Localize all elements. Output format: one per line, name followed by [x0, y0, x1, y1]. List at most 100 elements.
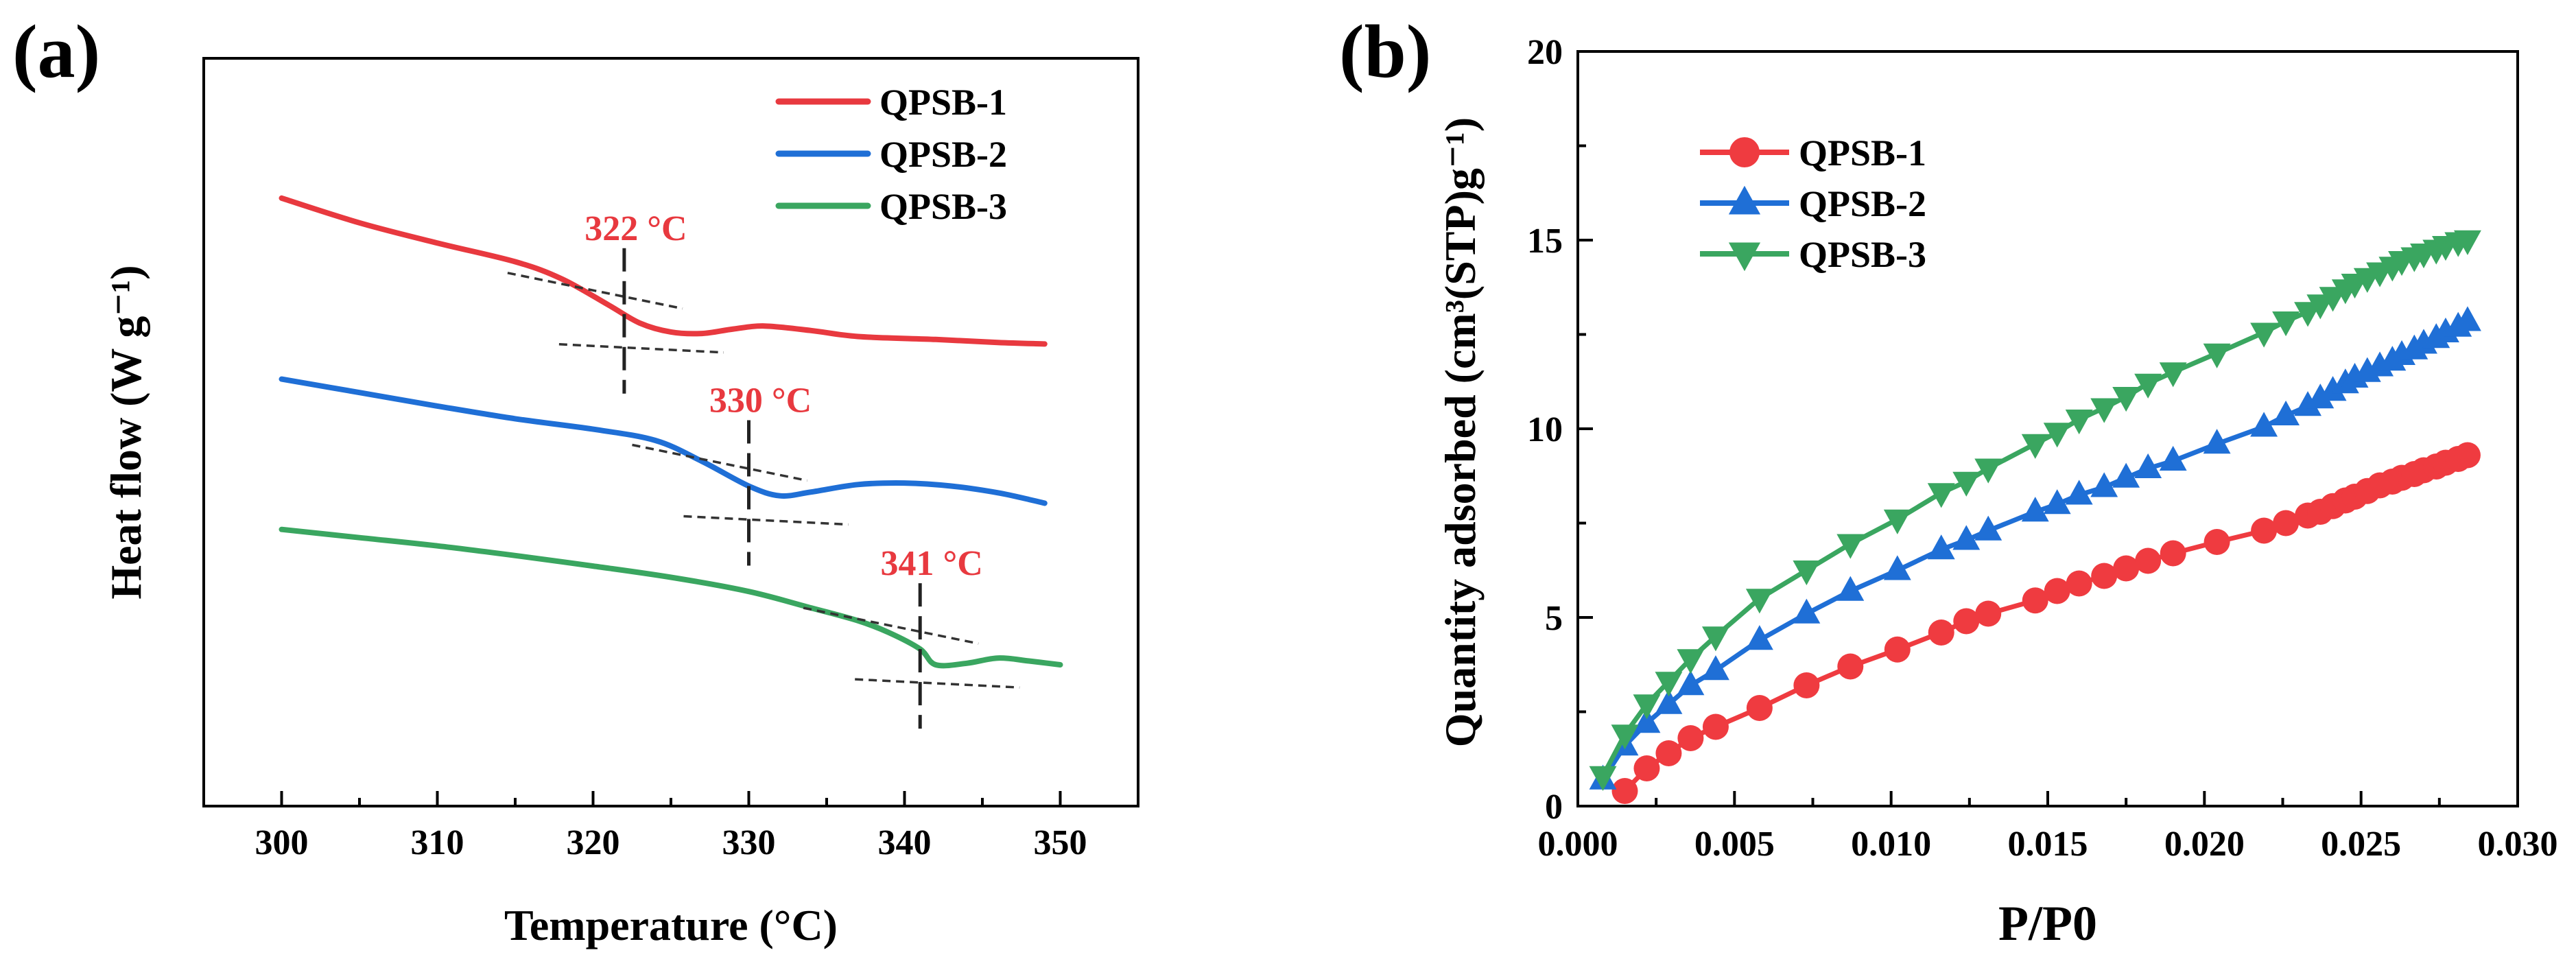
panel-a-x-ticks — [202, 791, 1139, 806]
panel-b-x-axis-title: P/P0 — [1998, 896, 2097, 951]
data-point-qpsb-1 — [1837, 653, 1864, 680]
onset-step-tangent — [558, 343, 724, 354]
panel-b-legend: QPSB-1 QPSB-2 QPSB-3 — [1700, 132, 1926, 275]
data-point-qpsb-1 — [2113, 555, 2140, 582]
onset-label: 322 °C — [584, 209, 687, 248]
data-point-qpsb-2 — [2272, 400, 2300, 425]
data-point-qpsb-1 — [1793, 672, 1820, 698]
panel-a-series-lines — [279, 195, 1063, 669]
data-point-qpsb-2 — [2294, 391, 2321, 416]
legend-marker-qpsb-3 — [1728, 242, 1761, 272]
panel-a-x-tick-labels: 300 310 320 330 340 350 — [255, 823, 1087, 862]
x-tick-label: 310 — [411, 823, 464, 862]
panel-a-x-axis-title: Temperature (°C) — [504, 901, 838, 949]
legend-label-qpsb-3: QPSB-3 — [879, 186, 1007, 227]
legend-label-qpsb-3: QPSB-3 — [1799, 234, 1926, 275]
data-point-qpsb-1 — [2160, 540, 2186, 567]
legend-label-qpsb-2: QPSB-2 — [1799, 183, 1926, 224]
data-point-qpsb-3 — [1836, 534, 1865, 559]
data-point-qpsb-2 — [2159, 445, 2187, 471]
data-point-qpsb-1 — [2203, 529, 2230, 555]
data-point-qpsb-3 — [1701, 626, 1729, 652]
series-line-qpsb-2 — [279, 376, 1048, 506]
data-point-qpsb-1 — [2044, 578, 2070, 604]
data-point-qpsb-2 — [1677, 670, 1705, 696]
data-point-qpsb-1 — [2454, 442, 2481, 469]
data-point-qpsb-3 — [2065, 410, 2093, 435]
data-point-qpsb-2 — [1745, 625, 1773, 650]
data-point-qpsb-2 — [2453, 306, 2481, 331]
x-tick-label: 300 — [255, 823, 309, 862]
data-point-qpsb-1 — [1611, 778, 1638, 804]
data-point-qpsb-1 — [1928, 619, 1954, 646]
data-point-qpsb-3 — [2159, 362, 2187, 388]
data-point-qpsb-2 — [1633, 708, 1661, 733]
x-tick-label: 0.020 — [2164, 825, 2245, 864]
data-point-qpsb-2 — [1655, 689, 1683, 714]
panel-a-legend: QPSB-1 QPSB-2 QPSB-3 — [775, 82, 1007, 227]
data-point-qpsb-2 — [1927, 534, 1955, 560]
panel-a-onset-annotations: 322 °C 330 °C 341 °C — [507, 209, 1020, 729]
data-point-qpsb-3 — [2250, 322, 2278, 348]
x-tick-label: 0.025 — [2321, 825, 2401, 864]
onset-baseline-tangent — [803, 606, 979, 645]
data-point-qpsb-1 — [1975, 600, 2002, 627]
data-point-qpsb-3 — [1745, 589, 1773, 614]
x-tick-label: 330 — [722, 823, 776, 862]
legend-marker-qpsb-1 — [1729, 137, 1760, 167]
data-point-qpsb-1 — [2273, 510, 2300, 536]
y-tick-label: 5 — [1545, 599, 1563, 638]
data-point-qpsb-2 — [1952, 525, 1981, 550]
onset-label: 341 °C — [881, 544, 983, 583]
onset-step-tangent — [855, 678, 1020, 689]
y-tick-label: 20 — [1527, 33, 1563, 72]
data-point-qpsb-2 — [2250, 412, 2278, 437]
y-tick-label: 0 — [1545, 788, 1563, 827]
data-point-qpsb-3 — [1974, 458, 2002, 484]
data-point-qpsb-3 — [2021, 434, 2049, 459]
panel-b-adsorption-chart: (b) 0.000 0.005 0.010 0.015 0.020 0.025 0.030 … — [1339, 10, 2558, 951]
x-tick-label: 0.030 — [2478, 825, 2558, 864]
x-tick-label: 320 — [567, 823, 620, 862]
data-point-qpsb-3 — [2203, 343, 2231, 368]
data-point-qpsb-3 — [2112, 387, 2140, 412]
x-tick-label: 350 — [1034, 823, 1087, 862]
panel-a-label: (a) — [12, 10, 100, 93]
data-point-qpsb-2 — [2043, 489, 2071, 515]
data-point-qpsb-1 — [2091, 563, 2118, 589]
data-point-qpsb-1 — [2066, 570, 2092, 597]
legend-label-qpsb-1: QPSB-1 — [1799, 132, 1926, 174]
data-point-qpsb-3 — [2043, 423, 2071, 448]
data-point-qpsb-3 — [2134, 373, 2162, 399]
data-point-qpsb-3 — [1793, 560, 1821, 586]
data-point-qpsb-3 — [1589, 766, 1617, 791]
data-point-qpsb-2 — [2065, 480, 2093, 505]
x-tick-label: 0.000 — [1538, 825, 1618, 864]
data-point-qpsb-3 — [2453, 230, 2481, 255]
data-point-qpsb-2 — [2021, 497, 2049, 522]
data-point-qpsb-2 — [1793, 598, 1821, 624]
x-tick-label: 340 — [878, 823, 932, 862]
data-point-qpsb-3 — [1927, 483, 1955, 508]
data-point-qpsb-1 — [1677, 725, 1704, 751]
onset-step-tangent — [683, 515, 849, 526]
data-point-qpsb-3 — [2272, 311, 2300, 337]
series-line-qpsb-1 — [279, 195, 1048, 347]
series-line-qpsb-3 — [279, 526, 1063, 669]
data-point-qpsb-2 — [2306, 383, 2335, 409]
y-tick-label: 15 — [1527, 222, 1563, 261]
data-point-qpsb-1 — [1655, 740, 1682, 766]
data-point-qpsb-3 — [1952, 471, 1981, 497]
data-point-qpsb-1 — [1953, 608, 1980, 635]
x-tick-label: 0.015 — [2008, 825, 2088, 864]
panel-b-ticks — [1576, 50, 2519, 807]
legend-label-qpsb-2: QPSB-2 — [879, 134, 1007, 175]
data-point-qpsb-3 — [2090, 398, 2118, 423]
data-point-qpsb-1 — [1746, 695, 1773, 721]
data-point-qpsb-1 — [1702, 713, 1729, 740]
panel-a-dsc-chart: (a) 300 310 320 330 340 350 322 °C 330 °C 341 °… — [12, 10, 1139, 949]
panel-b-y-axis-title: Quantity adsorbed (cm³(STP)g⁻¹) — [1436, 117, 1485, 747]
onset-label: 330 °C — [709, 381, 812, 420]
x-tick-label: 0.010 — [1851, 825, 1931, 864]
